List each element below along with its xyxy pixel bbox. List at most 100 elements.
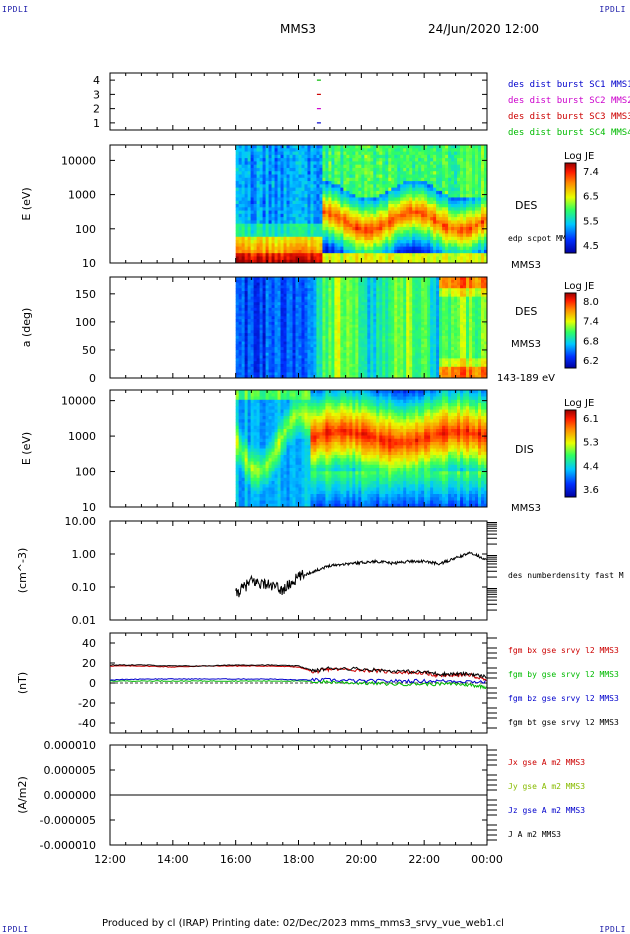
spectrogram-cell [478,236,482,241]
spectrogram-cell [340,220,344,225]
spectrogram-cell [334,213,338,218]
spectrogram-cell [271,207,275,211]
spectrogram-cell [301,220,305,225]
spectrogram-cell [307,293,311,298]
spectrogram-cell [313,197,317,202]
spectrogram-cell [454,197,458,202]
spectrogram-cell [322,338,326,342]
spectrogram-cell [313,177,317,182]
spectrogram-cell [337,277,341,281]
spectrogram-cell [322,253,326,257]
spectrogram-cell [262,174,266,179]
spectrogram-cell [298,291,302,295]
spectrogram-cell [304,363,308,368]
spectrogram-cell [289,177,293,182]
spectrogram-cell [298,210,302,215]
spectrogram-cell [304,277,308,281]
spectrogram-cell [364,324,368,328]
spectrogram-cell [481,177,485,182]
spectrogram-cell [361,220,365,225]
spectrogram-cell [307,243,311,248]
spectrogram-cell [382,369,386,373]
spectrogram-cell [397,161,401,166]
spectrogram-cell [445,174,449,179]
spectrogram-cell [337,299,341,303]
spectrogram-cell [346,174,350,179]
spectrogram-cell [457,233,461,238]
spectrogram-cell [328,372,332,376]
spectrogram-cell [451,187,455,192]
spectrogram-cell [238,335,243,340]
spectrogram-cell [289,145,293,149]
spectrogram-cell [481,220,485,225]
spectrogram-cell [262,164,266,169]
spectrogram-cell [442,145,446,149]
spectrogram-cell [469,210,473,215]
spectrogram-cell [346,313,350,317]
spectrogram-cell [322,174,326,179]
spectrogram-cell [325,223,329,228]
spectrogram-cell [250,352,255,356]
spectrogram-cell [334,187,338,192]
spectrogram-cell [262,154,266,159]
spectrogram-cell [361,243,365,248]
spectrogram-cell [421,217,425,221]
spectrogram-cell [394,256,398,261]
spectrogram-cell [295,259,299,264]
spectrogram-cell [292,233,296,238]
spectrogram-cell [421,200,425,205]
spectrogram-cell [259,256,263,261]
spectrogram-cell [349,148,353,152]
spectrogram-cell [280,177,284,182]
spectrogram-cell [424,226,428,231]
spectrogram-cell [475,151,479,156]
spectrogram-cell [409,213,413,218]
spectrogram-cell [400,161,404,166]
spectrogram-cell [241,190,246,195]
spectrogram-cell [274,352,278,356]
spectrogram-cell [325,217,329,221]
spectrogram-cell [370,233,374,238]
spectrogram-cell [322,154,326,159]
spectrogram-cell [418,253,422,257]
spectrogram-cell [307,352,311,356]
spectrogram-cell [307,285,311,289]
spectrogram-cell [388,181,392,185]
spectrogram-cell [280,213,284,218]
spectrogram-cell [298,151,302,156]
spectrogram-cell [319,285,323,289]
spectrogram-cell [349,338,353,342]
spectrogram-cell [469,246,473,251]
spectrogram-cell [307,288,311,292]
spectrogram-cell [322,233,326,238]
spectrogram-cell [463,184,467,189]
spectrogram-cell [403,158,407,162]
spectrogram-cell [328,217,332,221]
spectrogram-cell [292,236,296,241]
spectrogram-cell [346,310,350,314]
spectrogram-cell [328,240,332,244]
spectrogram-cell [436,246,440,251]
spectrogram-cell [298,236,302,241]
spectrogram-cell [325,324,329,328]
spectrogram-cell [469,184,473,189]
spectrogram-cell [319,177,323,182]
spectrogram-cell [427,256,431,261]
spectrogram-cell [316,293,320,298]
spectrogram-cell [313,299,317,303]
spectrogram-cell [349,200,353,205]
spectrogram-cell [235,352,240,356]
spectrogram-cell [295,226,299,231]
spectrogram-cell [472,167,476,172]
spectrogram-cell [373,184,377,189]
spectrogram-cell [367,187,371,192]
spectrogram-cell [235,321,240,326]
spectrogram-cell [307,230,311,234]
spectrogram-cell [316,220,320,225]
spectrogram-cell [247,256,252,261]
spectrogram-cell [328,161,332,166]
spectrogram-cell [364,249,368,254]
spectrogram-cell [256,327,260,331]
spectrogram-cell [397,171,401,175]
spectrogram-cell [457,190,461,195]
